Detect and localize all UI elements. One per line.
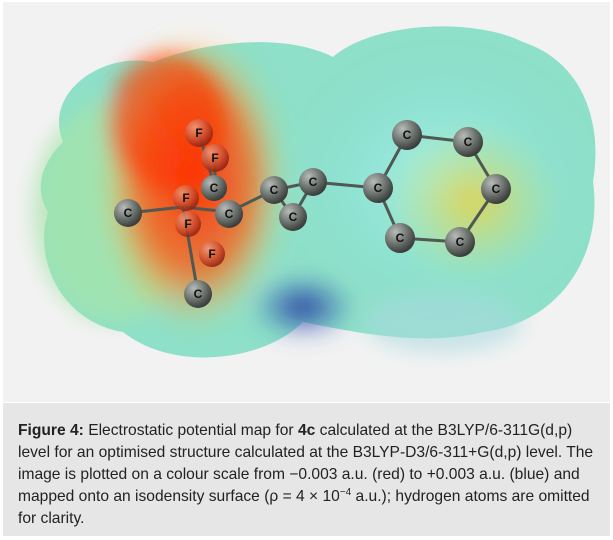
figure-caption: Figure 4: Electrostatic potential map fo… xyxy=(3,403,610,536)
svg-text:F: F xyxy=(184,217,191,231)
atom-c-2: C xyxy=(215,200,243,228)
atom-c-1: C xyxy=(201,175,227,201)
atom-f-1: F xyxy=(185,119,213,147)
svg-text:C: C xyxy=(194,287,203,301)
svg-text:C: C xyxy=(225,207,234,221)
atom-c-phenyl-2: C xyxy=(453,127,483,157)
svg-text:C: C xyxy=(456,235,465,249)
svg-text:C: C xyxy=(270,183,279,197)
caption-text-3: a.u.); hydrogen atoms are omitted for cl… xyxy=(18,488,590,527)
compound-id: 4c xyxy=(297,422,316,439)
svg-text:C: C xyxy=(403,128,412,142)
atom-c-ipso: C xyxy=(363,173,393,203)
svg-text:C: C xyxy=(396,231,405,245)
atom-c-bottom: C xyxy=(184,280,212,308)
atom-f-4: F xyxy=(175,211,201,237)
atom-c-phenyl-1: C xyxy=(392,120,422,150)
svg-text:C: C xyxy=(210,181,219,195)
atom-c-ring-3: C xyxy=(279,203,307,231)
atom-c-ring-2: C xyxy=(299,168,327,196)
atoms: C F F C F F C F C C C C C C C C C C xyxy=(114,119,511,308)
esp-map-image: C F F C F F C F C C C C C C C C C C xyxy=(3,2,610,402)
svg-text:C: C xyxy=(464,135,473,149)
svg-text:C: C xyxy=(124,206,133,220)
svg-text:C: C xyxy=(374,181,383,195)
atom-c-phenyl-4: C xyxy=(445,227,475,257)
svg-text:F: F xyxy=(182,191,189,205)
svg-text:C: C xyxy=(309,175,318,189)
atom-c-phenyl-5: C xyxy=(385,223,415,253)
caption-text-2: calculated at the B3LYP/6-311G(d,p) leve… xyxy=(18,422,594,505)
caption-exponent: −4 xyxy=(339,486,352,498)
atom-c-ring-1: C xyxy=(260,176,288,204)
svg-text:F: F xyxy=(208,247,215,261)
atom-f-3: F xyxy=(173,185,199,211)
svg-text:C: C xyxy=(289,210,298,224)
atom-c-methyl: C xyxy=(114,199,142,227)
figure-label: Figure 4: xyxy=(18,422,84,439)
svg-text:F: F xyxy=(195,126,202,140)
caption-text-1: Electrostatic potential map for xyxy=(83,422,298,439)
svg-text:C: C xyxy=(492,182,501,196)
atom-f-2: F xyxy=(201,144,229,172)
esp-map-svg: C F F C F F C F C C C C C C C C C C xyxy=(33,26,596,358)
atom-c-phenyl-3: C xyxy=(481,174,511,204)
atom-f-5: F xyxy=(199,241,225,267)
svg-text:F: F xyxy=(211,151,218,165)
